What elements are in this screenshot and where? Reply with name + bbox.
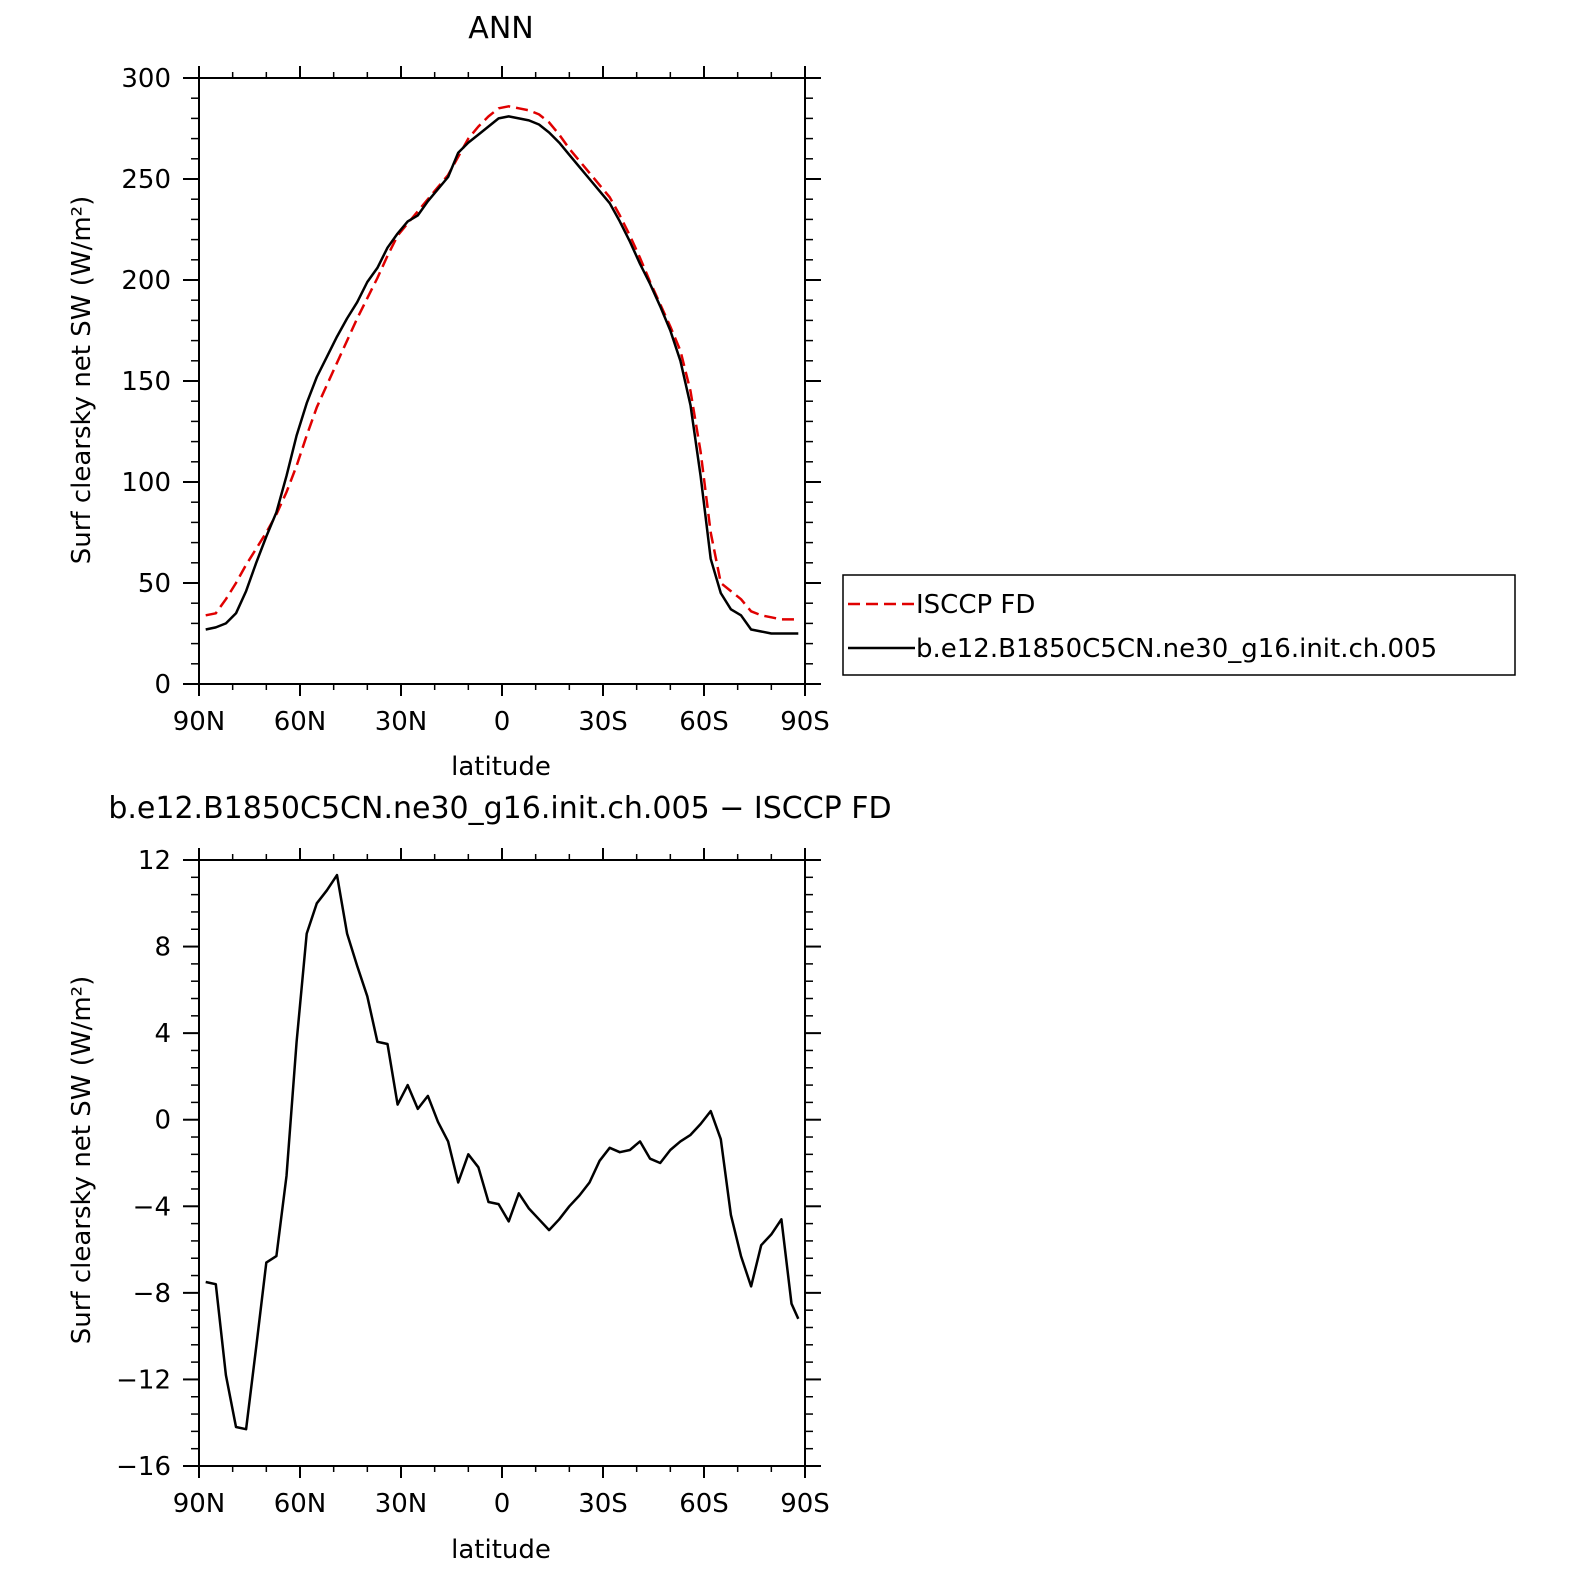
top-x-tick-label: 60N xyxy=(274,707,327,737)
top-y-tick-label: 200 xyxy=(121,266,171,296)
top-x-tick-label: 60S xyxy=(679,707,729,737)
legend-label-isccp-fd: ISCCP FD xyxy=(916,590,1035,620)
bottom-y-tick-label: −4 xyxy=(133,1192,171,1222)
top-y-tick-label: 300 xyxy=(121,64,171,94)
bottom-series-line-0 xyxy=(205,873,800,1431)
bottom-x-tick-label: 90N xyxy=(173,1489,226,1519)
top-plot-frame xyxy=(198,77,806,685)
bottom-y-tick-label: −8 xyxy=(133,1279,171,1309)
bottom-y-tick-label: 0 xyxy=(154,1106,171,1136)
top-y-tick-label: 150 xyxy=(121,367,171,397)
bottom-y-tick-label: 12 xyxy=(138,846,171,876)
legend-box xyxy=(842,574,1516,676)
top-x-tick-label: 90N xyxy=(173,707,226,737)
top-chart-title: ANN xyxy=(468,11,533,46)
bottom-y-tick-label: −16 xyxy=(116,1452,171,1482)
bottom-y-tick-label: 4 xyxy=(154,1019,171,1049)
top-x-axis-title: latitude xyxy=(451,752,551,782)
bottom-x-tick-label: 30S xyxy=(578,1489,628,1519)
bottom-chart-title: b.e12.B1850C5CN.ne30_g16.init.ch.005 − I… xyxy=(108,791,891,826)
bottom-y-tick-label: −12 xyxy=(116,1365,171,1395)
top-y-tick-label: 100 xyxy=(121,468,171,498)
top-series-line-1 xyxy=(205,115,799,635)
top-x-tick-label: 0 xyxy=(494,707,511,737)
bottom-x-tick-label: 90S xyxy=(780,1489,830,1519)
top-x-tick-label: 90S xyxy=(780,707,830,737)
bottom-x-tick-label: 30N xyxy=(375,1489,428,1519)
top-y-axis-title: Surf clearsky net SW (W/m²) xyxy=(67,196,97,564)
bottom-y-axis-title: Surf clearsky net SW (W/m²) xyxy=(67,976,97,1344)
bottom-x-tick-label: 60N xyxy=(274,1489,327,1519)
bottom-plot-frame xyxy=(198,859,806,1467)
bottom-plot-area: 90N 60N 30N 0 30S 60S 90S 12 8 4 0 −4 −8 −12 −16 xyxy=(116,846,830,1519)
top-series-line-0 xyxy=(205,105,799,621)
top-x-tick-label: 30S xyxy=(578,707,628,737)
bottom-x-axis-title: latitude xyxy=(451,1535,551,1565)
bottom-x-tick-label: 60S xyxy=(679,1489,729,1519)
top-plot-area: 90N 60N 30N 0 30S 60S 90S 0 50 100 150 200 250 300 xyxy=(121,64,829,737)
bottom-y-tick-label: 8 xyxy=(154,933,171,963)
legend: ISCCP FD b.e12.B1850C5CN.ne30_g16.init.c… xyxy=(842,574,1516,676)
top-panel: ANN 90N 60N 30N 0 30S 60S 90S 0 50 100 150 200 250 30… xyxy=(67,11,830,782)
top-x-tick-label: 30N xyxy=(375,707,428,737)
legend-label-model: b.e12.B1850C5CN.ne30_g16.init.ch.005 xyxy=(916,634,1437,664)
top-y-tick-label: 250 xyxy=(121,165,171,195)
bottom-x-tick-label: 0 xyxy=(494,1489,511,1519)
top-y-tick-label: 50 xyxy=(138,569,171,599)
bottom-panel: b.e12.B1850C5CN.ne30_g16.init.ch.005 − I… xyxy=(67,791,892,1565)
top-y-tick-label: 0 xyxy=(154,670,171,700)
